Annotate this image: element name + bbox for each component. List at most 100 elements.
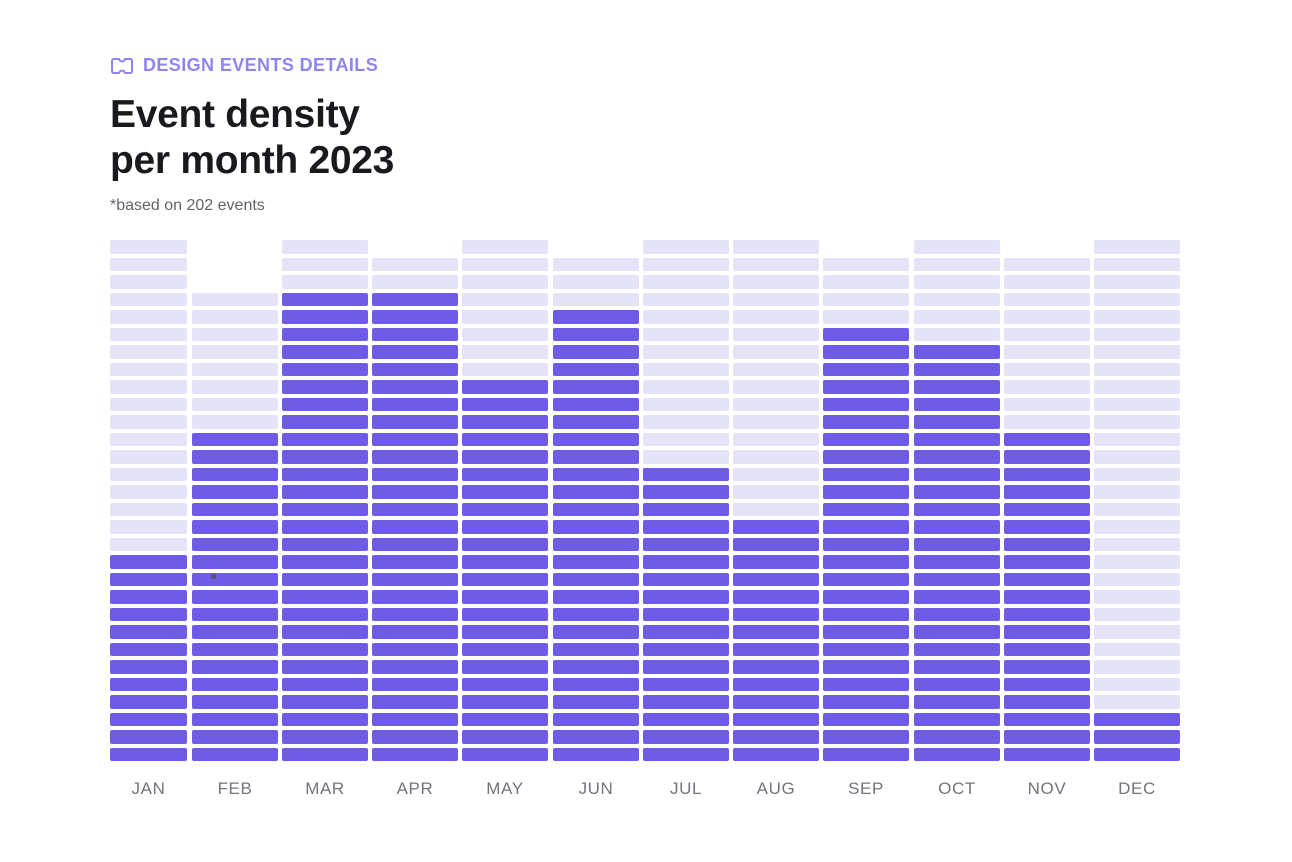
density-cell-filled (553, 537, 639, 551)
density-cell-filled (733, 695, 819, 709)
month-label-nov: NOV (1027, 779, 1067, 798)
density-cell-filled (643, 485, 729, 499)
density-cell-filled (282, 502, 368, 516)
density-cell-filled (372, 712, 458, 726)
density-cell-filled (192, 712, 278, 726)
month-column-mar: MAR (282, 240, 368, 798)
density-cell-filled (823, 712, 909, 726)
density-cell-filled (914, 450, 1000, 464)
density-cell-faded (733, 415, 819, 429)
density-cell-filled (282, 327, 368, 341)
density-cell-faded (110, 362, 187, 376)
density-cell-faded (733, 467, 819, 481)
density-cell-filled (914, 502, 1000, 516)
density-cell-filled (192, 695, 278, 709)
page-title-line2: per month 2023 (110, 139, 395, 182)
density-cell-faded (914, 240, 1000, 254)
cursor-artifact (211, 574, 216, 579)
density-cell-faded (643, 380, 729, 394)
density-cell-faded (462, 292, 548, 306)
density-cell-filled (823, 415, 909, 429)
density-cell-filled (1004, 747, 1090, 761)
ticket-icon (110, 56, 134, 76)
density-cell-filled (372, 642, 458, 656)
density-cell-filled (643, 695, 729, 709)
density-cell-faded (1094, 537, 1180, 551)
density-cell-faded (1004, 292, 1090, 306)
density-cell-filled (823, 537, 909, 551)
density-cell-filled (914, 660, 1000, 674)
density-cell-filled (643, 660, 729, 674)
density-cell-filled (110, 747, 187, 761)
density-cell-filled (823, 432, 909, 446)
density-cell-filled (282, 712, 368, 726)
density-cell-filled (192, 607, 278, 621)
month-column-aug: AUG (733, 240, 819, 798)
density-cell-filled (914, 695, 1000, 709)
density-cell-filled (372, 695, 458, 709)
density-cell-faded (192, 380, 278, 394)
density-cell-filled (110, 642, 187, 656)
density-cell-filled (462, 747, 548, 761)
density-cell-faded (282, 240, 368, 254)
density-cell-filled (282, 730, 368, 744)
density-cell-faded (733, 257, 819, 271)
section-label-text: DESIGN EVENTS DETAILS (143, 55, 379, 75)
density-cell-filled (553, 450, 639, 464)
density-cell-faded (1094, 310, 1180, 324)
density-cell-filled (553, 345, 639, 359)
density-cell-filled (282, 485, 368, 499)
density-cell-filled (462, 695, 548, 709)
density-cell-faded (192, 345, 278, 359)
density-cell-filled (282, 345, 368, 359)
month-column-jul: JUL (643, 240, 729, 798)
density-cell-filled (553, 642, 639, 656)
density-cell-filled (1004, 660, 1090, 674)
density-cell-faded (462, 275, 548, 289)
month-column-apr: APR (372, 240, 458, 798)
density-cell-filled (914, 485, 1000, 499)
density-cell-faded (643, 397, 729, 411)
density-cell-filled (643, 555, 729, 569)
density-cell-faded (823, 275, 909, 289)
density-cell-filled (110, 590, 187, 604)
density-cell-filled (372, 292, 458, 306)
density-cell-filled (282, 467, 368, 481)
density-cell-filled (1004, 677, 1090, 691)
density-cell-faded (733, 292, 819, 306)
density-cell-filled (643, 642, 729, 656)
density-cell-filled (282, 660, 368, 674)
density-cell-filled (914, 345, 1000, 359)
density-cell-faded (110, 485, 187, 499)
density-cell-filled (1094, 747, 1180, 761)
density-cell-filled (462, 572, 548, 586)
density-cell-filled (823, 642, 909, 656)
density-cell-filled (914, 380, 1000, 394)
density-cell-filled (823, 397, 909, 411)
density-cell-filled (914, 712, 1000, 726)
density-cell-filled (553, 310, 639, 324)
density-cell-filled (553, 327, 639, 341)
density-cell-faded (1094, 642, 1180, 656)
density-cell-filled (914, 625, 1000, 639)
month-label-mar: MAR (305, 779, 345, 798)
density-cell-faded (282, 257, 368, 271)
density-cell-filled (733, 747, 819, 761)
density-cell-filled (823, 607, 909, 621)
density-cell-filled (110, 712, 187, 726)
density-cell-filled (643, 467, 729, 481)
density-cell-faded (1094, 327, 1180, 341)
density-cell-filled (643, 537, 729, 551)
density-cell-filled (1094, 712, 1180, 726)
density-cell-filled (462, 380, 548, 394)
density-cell-filled (914, 747, 1000, 761)
density-cell-faded (1004, 397, 1090, 411)
density-cell-filled (823, 485, 909, 499)
density-cell-faded (1094, 397, 1180, 411)
density-cell-faded (1094, 345, 1180, 359)
density-cell-filled (282, 677, 368, 691)
density-cell-filled (372, 345, 458, 359)
density-cell-faded (643, 362, 729, 376)
density-cell-faded (1094, 607, 1180, 621)
